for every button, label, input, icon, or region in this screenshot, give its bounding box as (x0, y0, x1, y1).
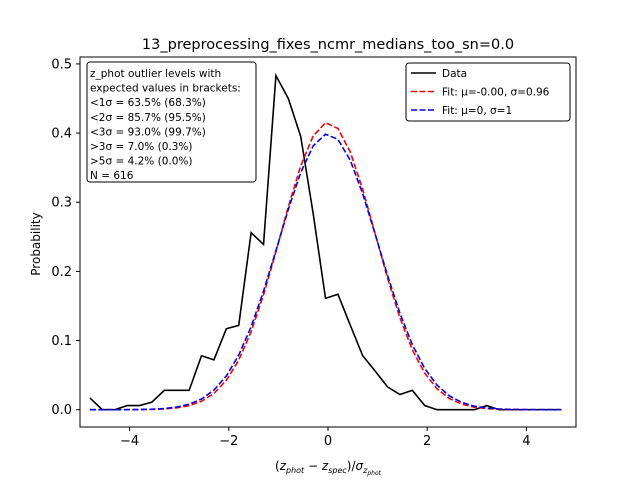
annotation-line: N = 616 (90, 170, 134, 182)
series-line-fit-blue (89, 133, 562, 411)
axes: −4 −2 0 2 4 0.0 0.1 0.2 0.3 0.4 0.5 (51, 56, 577, 449)
x-tick-label: 0 (324, 434, 332, 449)
y-tick-label: 0.0 (51, 403, 72, 418)
y-tick-label: 0.4 (51, 127, 72, 142)
legend-frame (405, 62, 571, 122)
series-group (89, 72, 562, 411)
annotation-line: <2σ = 85.7% (95.5%) (90, 112, 206, 124)
x-tick-label: −4 (120, 434, 139, 449)
y-tick-label: 0.1 (51, 334, 72, 349)
x-tick-label: −2 (219, 434, 238, 449)
y-tick-label: 0.3 (51, 196, 72, 211)
y-axis-label: Probability (29, 212, 43, 275)
y-tick-label: 0.5 (51, 57, 72, 72)
annotation-frame (86, 61, 257, 183)
x-tick-label: 4 (522, 434, 530, 449)
y-tick-label: 0.2 (51, 265, 72, 280)
outlier-annotation: z_phot outlier levels with expected valu… (86, 61, 257, 183)
chart-title: 13_preprocessing_fixes_ncmr_medians_too_… (142, 37, 514, 53)
legend-label: Fit: μ=-0.00, σ=0.96 (442, 87, 550, 99)
annotation-line: expected values in brackets: (90, 83, 241, 95)
annotation-line: >5σ = 4.2% (0.0%) (90, 156, 193, 168)
annotation-line: <3σ = 93.0% (99.7%) (90, 126, 206, 138)
annotation-line: <1σ = 63.5% (68.3%) (90, 97, 206, 109)
annotation-line: >3σ = 7.0% (0.3%) (90, 141, 193, 153)
x-tick-label: 2 (423, 434, 431, 449)
legend-label: Data (442, 68, 467, 80)
plot-area (89, 72, 562, 411)
annotation-line: z_phot outlier levels with (90, 68, 221, 80)
legend-label: Fit: μ=0, σ=1 (442, 105, 512, 117)
legend: Data Fit: μ=-0.00, σ=0.96 Fit: μ=0, σ=1 (405, 62, 571, 122)
